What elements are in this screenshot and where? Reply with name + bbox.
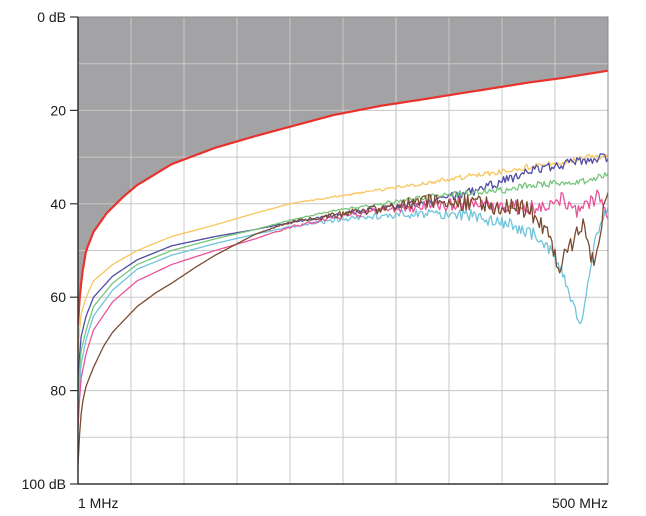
shaded-region [78,17,608,326]
axes [70,16,609,485]
series-group [78,69,608,466]
x-tick-label: 1 MHz [78,495,118,511]
y-tick-label: 20 [50,102,66,118]
y-tick-label: 80 [50,383,66,399]
series-line [78,153,608,354]
grid [78,17,608,484]
series-line [78,207,608,419]
y-tick-label: 0 dB [37,9,66,25]
series-line [78,172,608,400]
y-tick-label: 60 [50,289,66,305]
y-tick-label: 40 [50,196,66,212]
tick-labels: 0 dB 20 40 60 80 100 dB 1 MHz 500 MHz [22,9,608,511]
series-line [78,69,608,326]
x-tick-label: 500 MHz [552,495,608,511]
y-tick-label: 100 dB [22,476,66,492]
series-line [78,192,608,466]
